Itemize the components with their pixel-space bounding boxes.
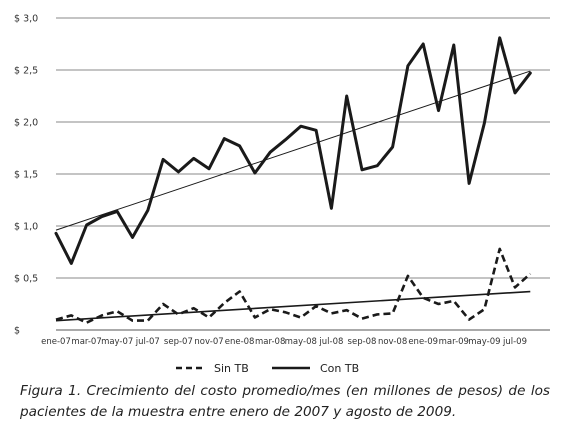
y-tick-label: $ 1,5	[14, 170, 38, 181]
x-tick-label: jul-09	[502, 337, 527, 347]
x-tick-label: mar-08	[255, 337, 285, 347]
y-tick-label: $ 2,5	[14, 66, 38, 77]
y-tick-labels: $ $ 0,5 $ 1,0 $ 1,5 $ 2,0 $ 2,5 $ 3,0	[14, 14, 38, 337]
line-chart: $$ 0,5$ 1,0$ 1,5$ 2,0$ 2,5$ 3,0 ene-07 ma…	[14, 14, 550, 375]
x-tick-label: ene-08	[225, 337, 255, 347]
x-tick-label: may-08	[285, 337, 317, 347]
legend-label-sin-tb: Sin TB	[214, 362, 249, 375]
trend-line-con-tb	[55, 70, 531, 231]
y-tick-label: $ 3,0	[14, 14, 38, 25]
series-line-con-tb	[54, 36, 532, 265]
x-tick-label: jul-08	[318, 337, 343, 347]
y-tick-label: $ 1,0	[14, 222, 38, 233]
x-tick-label: ene-07	[41, 337, 71, 347]
x-tick-label: jul-07	[135, 337, 160, 347]
x-tick-label: nov-07	[194, 337, 223, 347]
y-tick-label: $ 0,5	[14, 274, 38, 285]
figure-caption-text: . Crecimiento del costo promedio/mes (en…	[20, 383, 550, 420]
legend: Sin TB Con TB	[176, 362, 359, 375]
y-tick-label: $ 2,0	[14, 118, 38, 129]
x-tick-label: sep-08	[348, 337, 377, 347]
x-tick-label: nov-08	[378, 337, 407, 347]
figure-caption: Figura 1. Crecimiento del costo promedio…	[20, 381, 550, 423]
series-line-sin-tb	[55, 247, 532, 325]
x-tick-label: mar-09	[439, 337, 469, 347]
trend-line-sin-tb	[55, 290, 531, 322]
x-tick-label: may-09	[468, 337, 500, 347]
y-tick-label: $	[14, 326, 20, 337]
x-tick-label: ene-09	[408, 337, 438, 347]
gridlines	[56, 17, 550, 331]
figure-label: Figura 1	[20, 383, 77, 399]
x-tick-label: sep-07	[164, 337, 193, 347]
x-tick-labels: ene-07 mar-07 may-07 jul-07 sep-07 nov-07 ene-…	[41, 337, 527, 347]
series-lines	[54, 36, 532, 325]
x-tick-label: may-07	[101, 337, 133, 347]
x-tick-label: mar-07	[71, 337, 101, 347]
legend-label-con-tb: Con TB	[320, 362, 359, 375]
trend-lines	[55, 70, 531, 322]
